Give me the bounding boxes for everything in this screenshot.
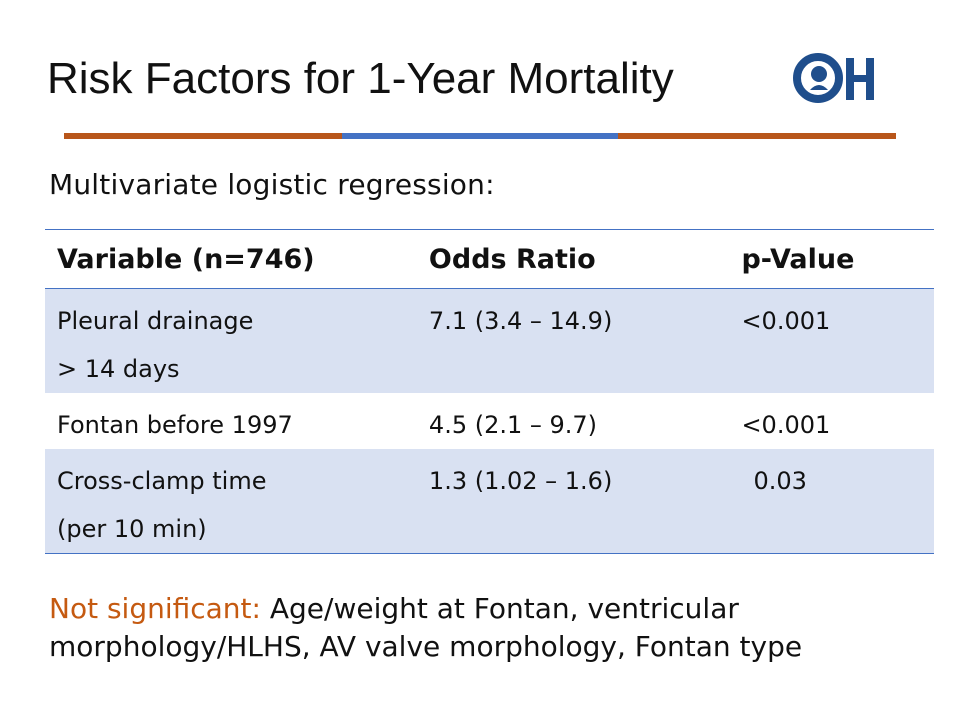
analysis-subtitle: Multivariate logistic regression: <box>49 168 495 201</box>
title-rule-right <box>618 133 896 139</box>
header-odds-ratio: Odds Ratio <box>416 229 730 289</box>
odds-ratio-cell: 4.5 (2.1 – 9.7) <box>416 393 730 449</box>
table-row: Pleural drainage > 14 days 7.1 (3.4 – 14… <box>45 288 934 393</box>
table-header-row: Variable (n=746) Odds Ratio p-Value <box>45 229 934 289</box>
not-significant-note: Not significant: Age/weight at Fontan, v… <box>49 590 919 666</box>
variable-line-1: Cross-clamp time <box>57 467 267 495</box>
variable-cell: Cross-clamp time (per 10 min) <box>45 449 417 554</box>
variable-line-2: > 14 days <box>57 355 180 383</box>
p-value-cell: 0.03 <box>729 449 934 554</box>
table-row: Fontan before 1997 4.5 (2.1 – 9.7) <0.00… <box>45 393 934 449</box>
regression-table: Variable (n=746) Odds Ratio p-Value Pleu… <box>45 229 934 554</box>
p-value-cell: <0.001 <box>729 393 934 449</box>
variable-line-1: Fontan before 1997 <box>57 411 293 439</box>
odds-ratio-cell: 1.3 (1.02 – 1.6) <box>416 449 730 554</box>
title-rule-middle <box>342 133 618 139</box>
variable-cell: Fontan before 1997 <box>45 393 417 449</box>
table-row: Cross-clamp time (per 10 min) 1.3 (1.02 … <box>45 449 934 554</box>
slide-title: Risk Factors for 1-Year Mortality <box>47 54 674 103</box>
note-text: Age/weight at Fontan, ventricular morpho… <box>49 592 803 663</box>
note-label: Not significant: <box>49 592 261 625</box>
hospital-logo <box>793 53 874 103</box>
header-variable: Variable (n=746) <box>45 229 417 289</box>
p-value-cell: <0.001 <box>729 288 934 393</box>
variable-line-2: (per 10 min) <box>57 515 207 543</box>
title-rule-left <box>64 133 342 139</box>
header-p-value: p-Value <box>729 229 934 289</box>
odds-ratio-cell: 7.1 (3.4 – 14.9) <box>416 288 730 393</box>
variable-line-1: Pleural drainage <box>57 307 254 335</box>
variable-cell: Pleural drainage > 14 days <box>45 288 417 393</box>
